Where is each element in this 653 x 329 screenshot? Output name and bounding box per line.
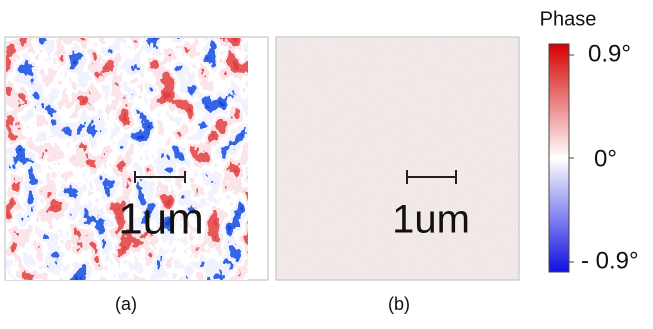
colorbar-tick-label: 0.9°: [588, 40, 631, 67]
colorbar-title: Phase: [540, 8, 597, 30]
panel-label: (b): [388, 294, 410, 314]
scale-label: 1um: [118, 195, 204, 244]
colorbar-tick-label: - 0.9°: [581, 247, 639, 274]
colorbar: [548, 43, 570, 273]
scale-label: 1um: [392, 198, 470, 242]
panel-label: (a): [115, 294, 137, 314]
phase-texture: [277, 38, 518, 279]
colorbar-tick-label: 0°: [594, 145, 617, 172]
phase-image: [6, 38, 248, 280]
